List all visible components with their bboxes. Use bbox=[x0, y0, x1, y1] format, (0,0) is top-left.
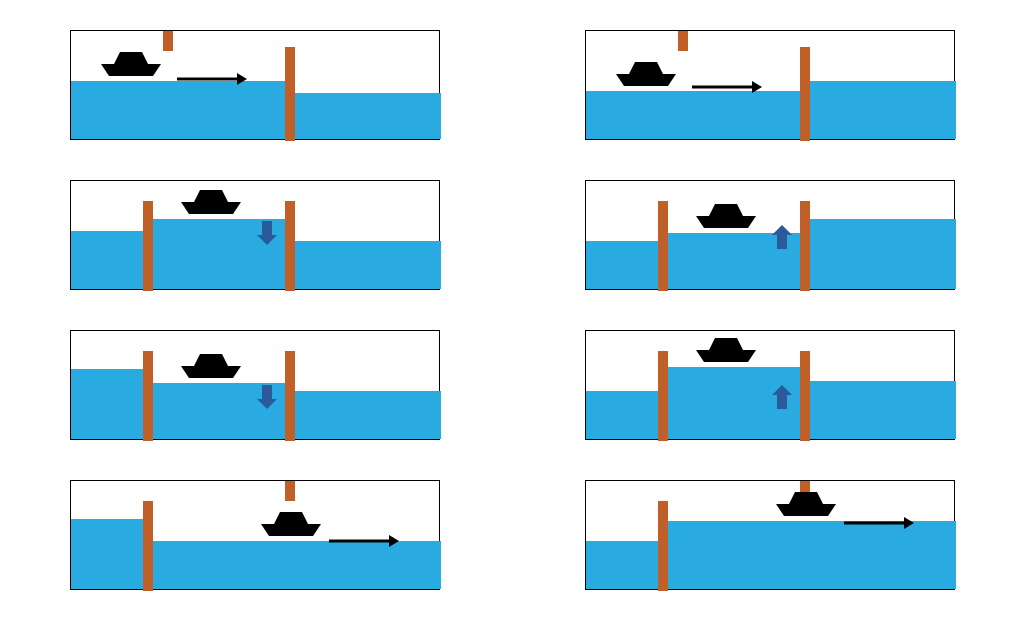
boat-icon bbox=[261, 512, 321, 541]
arrow-up-icon bbox=[772, 225, 792, 254]
lock-panel-L3 bbox=[70, 330, 440, 440]
lock-gate bbox=[658, 201, 668, 291]
water-segment bbox=[586, 391, 666, 439]
boat-icon bbox=[696, 204, 756, 233]
water-segment bbox=[71, 369, 151, 439]
water-segment bbox=[71, 231, 151, 289]
boat-icon bbox=[181, 190, 241, 219]
water-segment bbox=[293, 241, 441, 289]
boat-icon bbox=[181, 354, 241, 383]
lock-panel-L2 bbox=[70, 180, 440, 290]
water-segment bbox=[586, 541, 666, 589]
lock-gate bbox=[800, 351, 810, 441]
arrow-right-icon bbox=[692, 79, 762, 100]
water-segment bbox=[71, 519, 151, 589]
lock-gate bbox=[163, 31, 173, 51]
water-segment bbox=[586, 241, 666, 289]
lock-panel-R2 bbox=[585, 180, 955, 290]
arrow-right-icon bbox=[329, 533, 399, 554]
water-segment bbox=[293, 391, 441, 439]
lock-gate bbox=[285, 481, 295, 501]
lock-gate bbox=[800, 201, 810, 291]
arrow-up-icon bbox=[772, 385, 792, 414]
lock-gate bbox=[143, 201, 153, 291]
boat-icon bbox=[616, 62, 676, 91]
lock-gate bbox=[658, 351, 668, 441]
water-segment bbox=[808, 381, 956, 439]
lock-panel-L4 bbox=[70, 480, 440, 590]
water-segment bbox=[808, 81, 956, 139]
lock-gate bbox=[143, 501, 153, 591]
arrow-down-icon bbox=[257, 221, 277, 250]
boat-icon bbox=[696, 338, 756, 367]
water-segment bbox=[808, 219, 956, 289]
lock-gate bbox=[143, 351, 153, 441]
diagram-canvas: { "colors": { "water": "#29abe2", "gate"… bbox=[0, 0, 1024, 623]
arrow-down-icon bbox=[257, 385, 277, 414]
boat-icon bbox=[776, 492, 836, 521]
lock-panel-L1 bbox=[70, 30, 440, 140]
lock-gate bbox=[285, 201, 295, 291]
boat-icon bbox=[101, 52, 161, 81]
lock-panel-R1 bbox=[585, 30, 955, 140]
lock-gate bbox=[285, 47, 295, 141]
lock-gate bbox=[678, 31, 688, 51]
lock-panel-R4 bbox=[585, 480, 955, 590]
lock-gate bbox=[285, 351, 295, 441]
water-segment bbox=[293, 93, 441, 139]
arrow-right-icon bbox=[177, 71, 247, 92]
lock-gate bbox=[658, 501, 668, 591]
arrow-right-icon bbox=[844, 515, 914, 536]
lock-gate bbox=[800, 47, 810, 141]
lock-panel-R3 bbox=[585, 330, 955, 440]
